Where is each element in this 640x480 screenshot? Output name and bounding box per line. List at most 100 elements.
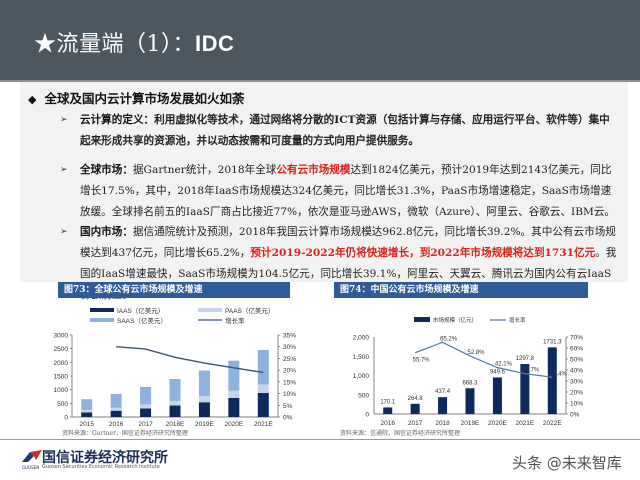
- bar-segment: [228, 360, 240, 391]
- svg-text:10%: 10%: [283, 391, 296, 398]
- svg-text:1000: 1000: [54, 387, 69, 394]
- bar-segment: [140, 404, 152, 409]
- svg-text:2021E: 2021E: [254, 421, 273, 428]
- arrow-bullet-icon: ➢: [60, 115, 68, 125]
- svg-text:0: 0: [64, 415, 68, 422]
- bar: [465, 388, 475, 414]
- svg-text:33.4%: 33.4%: [550, 371, 568, 377]
- svg-text:36.7%: 36.7%: [522, 368, 540, 374]
- bar-segment: [228, 390, 240, 398]
- footer-divider: [0, 439, 640, 440]
- bar-segment: [81, 409, 93, 413]
- bar: [492, 377, 502, 414]
- svg-text:2015: 2015: [79, 421, 94, 428]
- svg-text:2020E: 2020E: [488, 420, 507, 427]
- bar-segment: [257, 384, 269, 393]
- summary-box: [20, 82, 628, 282]
- growth-line: [116, 346, 264, 374]
- watermark: 头条 @未来智库: [512, 454, 622, 472]
- bar-segment: [110, 410, 122, 417]
- bar-segment: [81, 399, 93, 410]
- svg-text:55.7%: 55.7%: [413, 358, 431, 364]
- bar-segment: [169, 379, 181, 401]
- paragraph-global-market: ➢ 全球市场：据Gartner统计，2018年全球公有云市场规模达到1824亿美元…: [60, 160, 618, 223]
- bar: [520, 364, 530, 414]
- svg-text:20%: 20%: [283, 368, 296, 375]
- bar: [410, 403, 420, 414]
- svg-text:2000: 2000: [54, 360, 69, 367]
- svg-text:170.1: 170.1: [380, 399, 396, 405]
- bar-segment: [257, 392, 269, 417]
- bar-segment: [110, 407, 122, 411]
- svg-text:2017: 2017: [408, 420, 423, 427]
- bar: [383, 407, 393, 414]
- china-cloud-market-chart: 市场规模（亿元） 增长率 0 500 1,000 1,500 2,000 0% 10% 20% 30…: [353, 316, 584, 427]
- svg-text:市场规模（亿元）: 市场规模（亿元）: [433, 316, 477, 324]
- svg-text:1,000: 1,000: [353, 373, 370, 380]
- svg-text:20%: 20%: [570, 390, 583, 397]
- svg-text:增长率: 增长率: [509, 316, 526, 324]
- svg-text:1297.8: 1297.8: [516, 356, 535, 362]
- svg-text:25%: 25%: [283, 356, 296, 363]
- svg-text:SAAS（亿美元）: SAAS（亿美元）: [117, 316, 167, 325]
- svg-text:2016: 2016: [380, 420, 395, 427]
- svg-text:5%: 5%: [283, 403, 293, 410]
- slide-header: ★流量端（1）：IDC: [0, 0, 640, 82]
- bar-segment: [140, 386, 152, 405]
- svg-text:3000: 3000: [54, 333, 69, 340]
- bar-segment: [198, 395, 210, 403]
- svg-text:40%: 40%: [570, 368, 583, 375]
- bar-segment: [169, 400, 181, 406]
- bar-segment: [169, 405, 181, 417]
- svg-text:35%: 35%: [283, 333, 296, 340]
- paragraph-label: 全球市场：: [80, 164, 133, 176]
- svg-text:2022E: 2022E: [543, 420, 562, 427]
- main-bullet: ◆ 全球及国内云计算市场发展如火如荼: [28, 91, 245, 106]
- svg-text:2019E: 2019E: [461, 420, 480, 427]
- svg-text:10%: 10%: [570, 401, 583, 408]
- svg-text:2500: 2500: [54, 346, 69, 353]
- svg-text:668.3: 668.3: [462, 380, 478, 386]
- figure-74-source: 资料来源：信通院，国信证券经济研究所整理: [340, 430, 461, 437]
- guosen-logo-icon: [22, 450, 42, 462]
- paragraph-label: 国内市场：: [80, 226, 133, 238]
- bar-segment: [140, 408, 152, 417]
- svg-text:1500: 1500: [54, 374, 69, 381]
- bar-segment: [81, 412, 93, 417]
- bar-segment: [198, 370, 210, 396]
- figure-74-caption: 图74：中国公有云市场规模及增速: [334, 282, 588, 298]
- svg-text:65.2%: 65.2%: [440, 336, 458, 342]
- svg-text:42.1%: 42.1%: [495, 362, 513, 368]
- svg-text:15%: 15%: [283, 379, 296, 386]
- svg-text:949.6: 949.6: [490, 369, 506, 375]
- svg-text:1731.3: 1731.3: [543, 339, 562, 345]
- svg-text:2017: 2017: [138, 421, 153, 428]
- legend-swatch: [90, 308, 114, 312]
- arrow-bullet-icon: ➢: [60, 165, 68, 175]
- arrow-bullet-icon: ➢: [60, 227, 68, 237]
- svg-text:500: 500: [358, 392, 369, 399]
- svg-text:264.8: 264.8: [408, 396, 424, 402]
- svg-text:30%: 30%: [283, 344, 296, 351]
- diamond-bullet-icon: ◆: [28, 93, 37, 106]
- slide-title: ★流量端（1）：IDC: [34, 31, 235, 57]
- svg-text:2018E: 2018E: [166, 421, 185, 428]
- figure-73-source: 资料来源：Gartner，国信证券经济研究所整理: [62, 430, 188, 437]
- logo-english: Guosen Securities Economic Research Inst…: [42, 464, 160, 470]
- bar-segment: [257, 350, 269, 385]
- legend-swatch: [198, 308, 222, 312]
- star-icon: ★: [34, 32, 57, 57]
- bar-segment: [228, 397, 240, 417]
- svg-text:IAAS（亿美元）: IAAS（亿美元）: [117, 306, 164, 315]
- svg-text:50%: 50%: [570, 357, 583, 364]
- svg-text:30%: 30%: [570, 379, 583, 386]
- svg-text:PAAS（亿美元）: PAAS（亿美元）: [225, 306, 274, 315]
- svg-text:2020E: 2020E: [224, 421, 243, 428]
- svg-text:0%: 0%: [570, 412, 580, 419]
- paragraph-cloud-definition: ➢ 云计算的定义：利用虚拟化等技术，通过网络将分散的ICT资源（包括计算与存储、应…: [60, 110, 618, 152]
- bar-segment: [198, 402, 210, 417]
- bar: [438, 397, 448, 414]
- growth-line: [414, 341, 553, 378]
- global-cloud-market-chart: IAAS（亿美元） PAAS（亿美元） SAAS（亿美元） 增长率 0 500 1000 15…: [54, 306, 297, 428]
- svg-text:1,500: 1,500: [353, 354, 370, 361]
